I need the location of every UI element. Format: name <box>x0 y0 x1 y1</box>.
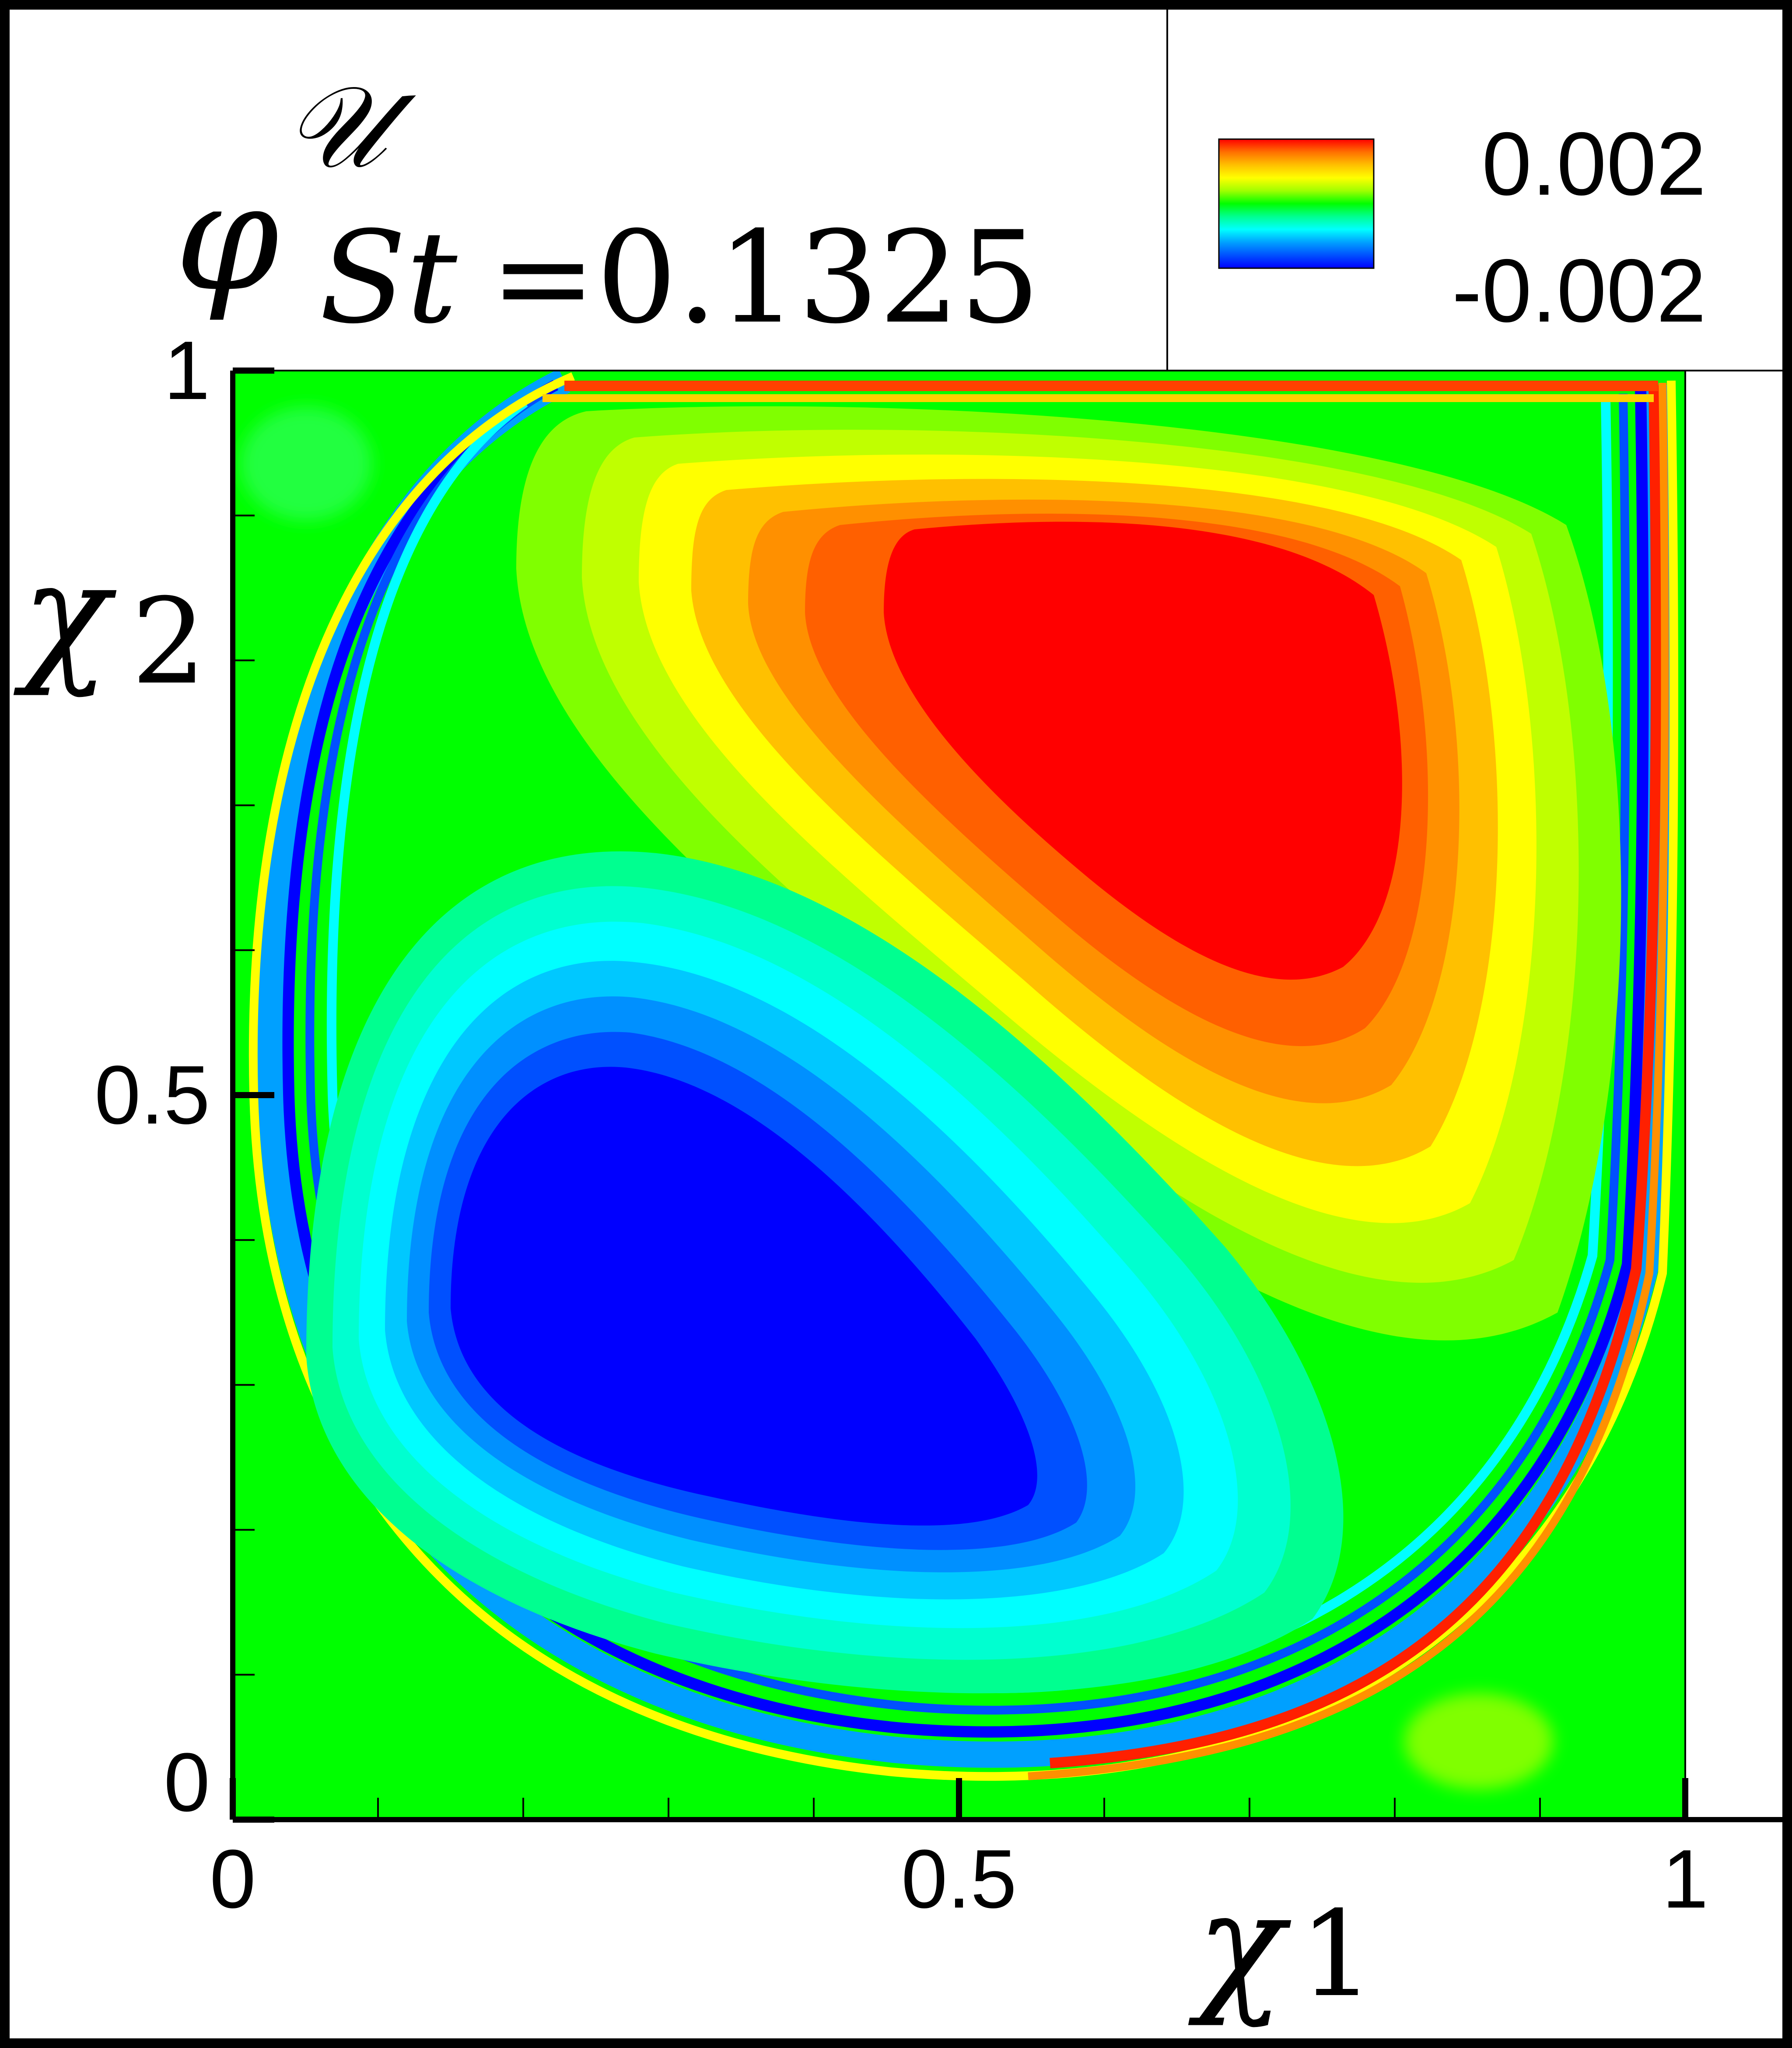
x-tick-label: 0 <box>210 1833 256 1925</box>
chart-title: φ 𝒰 St =0.1325 <box>175 61 1040 352</box>
positive-lobe <box>516 406 1621 1341</box>
x-ticks <box>230 1778 1688 1820</box>
colorbar-swatch <box>1218 138 1375 269</box>
title-symbol: φ <box>175 151 280 324</box>
x-tick-label: 1 <box>1662 1833 1708 1925</box>
negative-lobe <box>306 851 1344 1694</box>
ring-red-right <box>1050 385 1662 1768</box>
colorbar-max-label: 0.002 <box>1482 114 1706 214</box>
x-axis-label: χ 1 <box>1187 1861 1374 2029</box>
title-subscript-var: St <box>319 204 458 352</box>
axes: 0 0.5 1 00.51 <box>94 324 1783 1925</box>
x-axis-label-symbol: χ <box>1187 1861 1291 2029</box>
y-axis-label-subscript: 2 <box>131 573 206 711</box>
y-tick-labels: 00.51 <box>94 324 210 1829</box>
title-superscript: 𝒰 <box>284 61 418 193</box>
ring-yellow-outer <box>248 372 1678 1781</box>
y-tick-label: 0.5 <box>94 1049 210 1141</box>
ring-orange-right <box>1028 382 1669 1780</box>
contour-field <box>233 371 1685 1820</box>
colorbar-min-label: -0.002 <box>1452 241 1706 341</box>
y-ticks <box>233 368 274 1823</box>
y-axis-label: χ 2 <box>13 531 206 711</box>
x-tick-labels: 0 0.5 1 <box>210 1833 1708 1925</box>
eddy-bottom-right <box>1404 1693 1553 1789</box>
title-subscript-eq: =0.1325 <box>490 204 1040 352</box>
x-axis-label-subscript: 1 <box>1299 1885 1375 2023</box>
ring-blue-mid <box>282 380 1649 1738</box>
y-tick-label: 0 <box>164 1736 210 1829</box>
neg-contour-core <box>451 1067 1037 1526</box>
pos-contour-core <box>884 522 1402 980</box>
eddy-top-left <box>241 407 372 521</box>
ring-blue-inner <box>305 390 1630 1715</box>
shear-layer-rings <box>248 371 1678 1781</box>
y-axis-label-symbol: χ <box>13 531 116 699</box>
x-tick-label: 0.5 <box>901 1833 1017 1925</box>
y-tick-label: 1 <box>164 324 210 417</box>
colorbar-legend: 0.002 -0.002 <box>1166 10 1782 371</box>
ring-blue-outer <box>257 371 1674 1768</box>
